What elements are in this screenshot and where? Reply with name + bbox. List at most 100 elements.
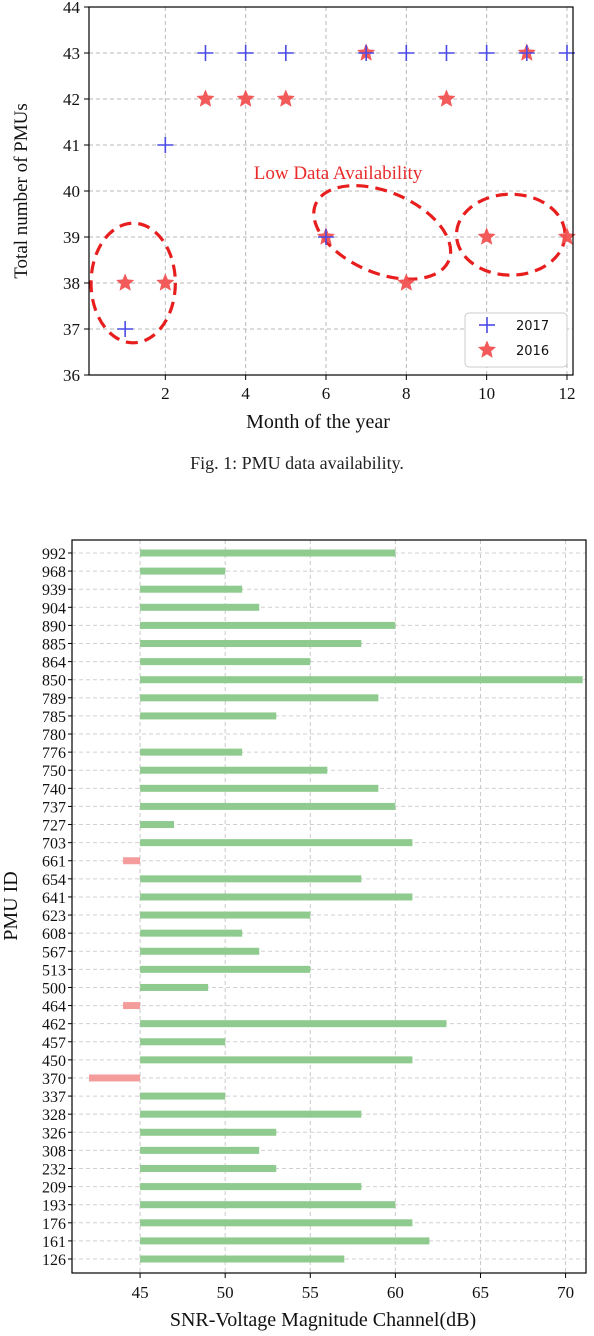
chart2-y-axis-title: PMU ID [0,871,22,940]
chart2-y-tick-label: 641 [42,890,66,907]
chart2-y-tick-label: 623 [42,908,66,925]
chart2-y-tick-label: 209 [42,1180,66,1197]
chart1-highlight-ellipse-2 [312,184,453,281]
chart2-x-tick-label: 45 [132,1283,149,1302]
chart1-x-tick-label: 10 [478,384,495,403]
chart1-y-tick-label: 41 [63,136,80,155]
chart2-y-tick-label: 232 [42,1161,66,1178]
chart2-x-tick-label: 60 [387,1283,404,1302]
chart2-y-tick-label: 776 [42,745,66,762]
chart1-point-2016 [477,227,496,245]
chart2-bar-968 [140,567,226,575]
chart1-point-2017 [277,45,294,61]
legend-marker-2017 [479,317,495,333]
chart1-x-axis-title: Month of the year [246,411,390,433]
chart2-y-tick-label: 337 [42,1089,66,1106]
chart2-y-tick-label: 176 [42,1216,66,1233]
chart1-point-2016 [156,273,175,291]
chart2-y-tick-label: 968 [42,564,66,581]
chart1-ticks: 36 37 38 39 40 41 42 43 44 2 4 6 8 10 12 [63,0,575,403]
chart2-y-tick-label: 939 [42,582,66,599]
chart1-series [115,43,577,337]
chart2-bar-785 [140,712,277,720]
chart2-bar-462 [140,1020,447,1028]
chart2-y-tick-label: 513 [42,962,66,979]
chart1-point-2017 [117,321,134,337]
chart2-y-tick-label: 785 [42,709,66,726]
chart2-y-tick-label: 992 [42,546,66,563]
chart1-point-2017 [237,45,254,61]
chart2-y-tick-label: 737 [42,799,66,816]
chart1-point-2017 [358,45,375,61]
chart2-x-tick-label: 70 [557,1283,574,1302]
figure-caption: Fig. 1: PMU data availability. [190,453,404,473]
chart1-y-tick-label: 43 [63,44,80,63]
chart2-bar-776 [140,748,243,756]
chart1-point-2017 [558,45,575,61]
chart2-x-axis-title: SNR-Voltage Magnitude Channel(dB) [170,1309,476,1331]
chart2-bar-326 [140,1128,277,1136]
chart2-bar-727 [140,821,175,829]
chart2-bar-370 [89,1074,141,1082]
chart2-bar-864 [140,658,311,666]
chart2-x-tick-label: 65 [472,1283,489,1302]
chart1-highlight-ellipse-3 [454,192,567,277]
legend-label-2016: 2016 [516,344,549,359]
chart2-bar-740 [140,784,379,792]
chart1-point-2016 [276,89,295,107]
chart1-y-tick-label: 36 [63,366,80,385]
chart2-y-tick-label: 370 [42,1071,66,1088]
chart2-bar-789 [140,694,379,702]
chart1-point-2016 [196,89,215,107]
chart1-x-tick-label: 6 [322,384,331,403]
chart1-point-2016 [437,89,456,107]
chart2-y-tick-label: 850 [42,673,66,690]
chart2-bar-939 [140,585,243,593]
chart2-bar-992 [140,549,396,557]
chart1-point-2017 [438,45,455,61]
chart1-point-2017 [518,45,535,61]
chart2-y-tick-label: 500 [42,980,66,997]
chart1-y-tick-label: 42 [63,90,80,109]
legend-star-icon [477,340,497,358]
chart1-point-2017 [197,45,214,61]
chart2-bar-890 [140,621,396,629]
chart2-bar-904 [140,603,260,611]
legend-label-2017: 2017 [516,319,549,334]
chart2-y-tick-label: 864 [42,655,66,672]
chart2-y-tick-label: 661 [42,854,66,871]
chart2-y-tick-label: 193 [42,1198,66,1215]
chart2-bar-661 [123,857,141,865]
chart2-x-tick-label: 55 [302,1283,319,1302]
chart2-bar-457 [140,1038,226,1046]
chart1-legend: 2017 2016 [464,312,568,368]
chart2-y-tick-label: 750 [42,763,66,780]
chart2-bar-126 [140,1255,345,1263]
chart2-bar-703 [140,839,413,847]
chart2-bar-500 [140,983,209,991]
chart2-y-tick-label: 703 [42,836,66,853]
chart2-y-tick-label: 326 [42,1125,66,1142]
chart1-y-axis-title: Total number of PMUs [11,103,32,278]
chart2-bar-176 [140,1219,413,1227]
chart1-x-tick-label: 12 [558,384,575,403]
chart2-bar-209 [140,1183,362,1191]
chart2-y-tick-label: 885 [42,637,66,654]
chart2-y-tick-label: 789 [42,691,66,708]
chart2-bar-567 [140,947,260,955]
chart2-bar-623 [140,911,311,919]
chart2-y-tick-label: 450 [42,1053,66,1070]
chart1-point-2016 [115,273,135,291]
chart2-y-tick-label: 608 [42,926,66,943]
chart2-bar-608 [140,929,243,937]
chart2-y-tick-label: 780 [42,727,66,744]
chart1-point-2017 [478,45,495,61]
chart2-bar-654 [140,875,362,883]
chart2-bar-737 [140,802,396,810]
chart2-y-tick-label: 126 [42,1252,66,1269]
chart2-y-tick-label: 654 [42,872,66,889]
chart1-annotation-label: Low Data Availability [254,163,423,184]
chart2-bars [89,549,583,1263]
chart2-bar-464 [123,1002,141,1010]
chart2-y-tick-label: 308 [42,1143,66,1160]
